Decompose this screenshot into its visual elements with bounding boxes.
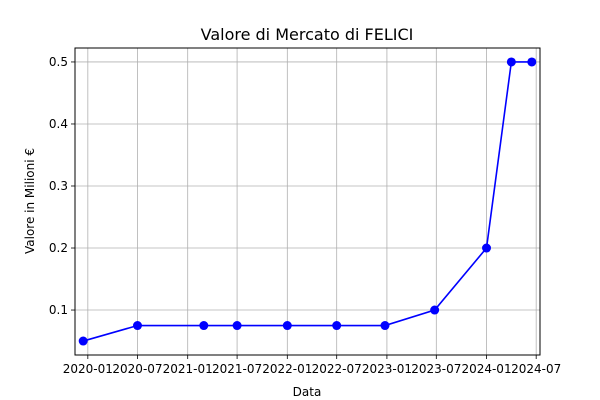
data-point	[232, 321, 242, 331]
x-tick-label: 2024-01	[461, 362, 511, 376]
x-tick-label: 2022-07	[312, 362, 362, 376]
y-tick-label: 0.2	[49, 241, 68, 255]
x-tick-label: 2022-01	[262, 362, 312, 376]
x-tick-label: 2023-01	[362, 362, 412, 376]
data-point	[482, 243, 492, 253]
y-axis-label: Valore in Milioni €	[23, 148, 37, 254]
series-layer	[78, 57, 537, 346]
x-axis: 2020-01 2020-07 2021-01 2021-07 2022-01 2022-…	[63, 355, 561, 376]
x-tick-label: 2021-01	[163, 362, 213, 376]
data-point	[430, 305, 440, 315]
y-tick-label: 0.1	[49, 303, 68, 317]
data-point	[380, 321, 390, 331]
y-tick-label: 0.5	[49, 55, 68, 69]
x-axis-label: Data	[293, 385, 322, 399]
data-point	[527, 57, 537, 67]
data-point	[332, 321, 342, 331]
data-point	[78, 336, 88, 346]
data-point	[132, 321, 142, 331]
x-tick-label: 2023-07	[411, 362, 461, 376]
grid	[75, 48, 540, 355]
data-point	[506, 57, 516, 67]
x-tick-label: 2020-07	[112, 362, 162, 376]
y-tick-label: 0.4	[49, 117, 68, 131]
x-tick-label: 2021-07	[212, 362, 262, 376]
x-tick-label: 2024-07	[511, 362, 561, 376]
chart-title: Valore di Mercato di FELICI	[201, 25, 414, 44]
data-point	[282, 321, 292, 331]
y-tick-label: 0.3	[49, 179, 68, 193]
plot-frame	[74, 47, 541, 356]
data-point	[199, 321, 209, 331]
x-tick-label: 2020-01	[63, 362, 113, 376]
y-axis: 0.1 0.2 0.3 0.4 0.5	[49, 55, 75, 317]
